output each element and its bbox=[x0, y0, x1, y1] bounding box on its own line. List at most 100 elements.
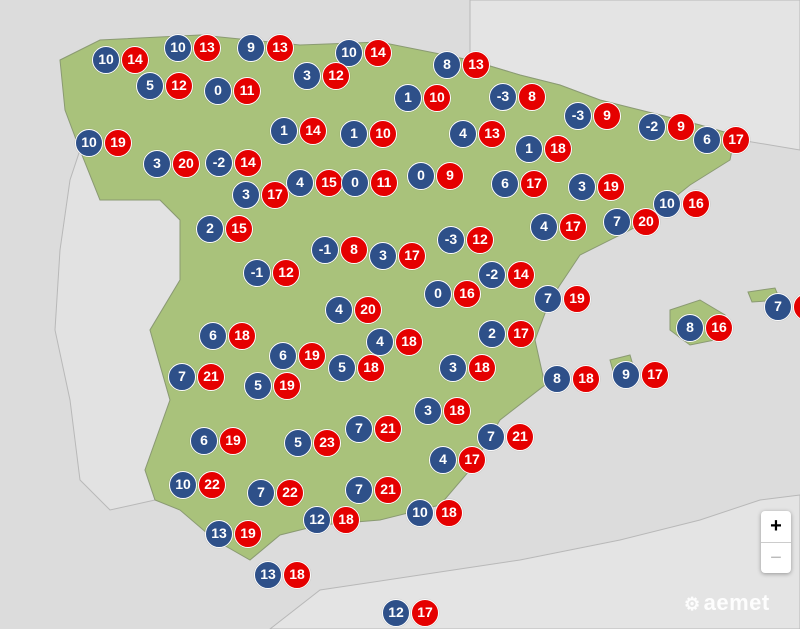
min-temp-badge[interactable]: 3 bbox=[568, 173, 596, 201]
max-temp-badge[interactable]: 9 bbox=[667, 113, 695, 141]
min-temp-badge[interactable]: 8 bbox=[543, 365, 571, 393]
max-temp-badge[interactable]: 15 bbox=[315, 169, 343, 197]
max-temp-badge[interactable]: 21 bbox=[506, 423, 534, 451]
zoom-out-button[interactable]: − bbox=[761, 542, 791, 574]
min-temp-badge[interactable]: 1 bbox=[394, 84, 422, 112]
min-temp-badge[interactable]: 5 bbox=[244, 372, 272, 400]
min-temp-badge[interactable]: 10 bbox=[75, 129, 103, 157]
max-temp-badge[interactable]: 17 bbox=[559, 213, 587, 241]
max-temp-badge[interactable]: 21 bbox=[374, 415, 402, 443]
max-temp-badge[interactable]: 22 bbox=[276, 479, 304, 507]
min-temp-badge[interactable]: 1 bbox=[270, 117, 298, 145]
min-temp-badge[interactable]: 4 bbox=[286, 169, 314, 197]
max-temp-badge[interactable]: 18 bbox=[332, 506, 360, 534]
min-temp-badge[interactable]: -1 bbox=[311, 236, 339, 264]
max-temp-badge[interactable]: 20 bbox=[632, 208, 660, 236]
min-temp-badge[interactable]: 3 bbox=[143, 150, 171, 178]
max-temp-badge[interactable]: 13 bbox=[193, 34, 221, 62]
max-temp-badge[interactable]: 13 bbox=[266, 34, 294, 62]
max-temp-badge[interactable]: 20 bbox=[354, 296, 382, 324]
min-temp-badge[interactable]: 10 bbox=[406, 499, 434, 527]
min-temp-badge[interactable]: 0 bbox=[341, 169, 369, 197]
min-temp-badge[interactable]: 5 bbox=[284, 429, 312, 457]
min-temp-badge[interactable]: 6 bbox=[491, 170, 519, 198]
min-temp-badge[interactable]: 6 bbox=[199, 322, 227, 350]
min-temp-badge[interactable]: -2 bbox=[205, 149, 233, 177]
min-temp-badge[interactable]: 8 bbox=[676, 314, 704, 342]
max-temp-badge[interactable]: 9 bbox=[593, 102, 621, 130]
min-temp-badge[interactable]: 13 bbox=[254, 561, 282, 589]
min-temp-badge[interactable]: 3 bbox=[439, 354, 467, 382]
min-temp-badge[interactable]: 9 bbox=[237, 34, 265, 62]
min-temp-badge[interactable]: 7 bbox=[345, 476, 373, 504]
min-temp-badge[interactable]: 7 bbox=[247, 479, 275, 507]
min-temp-badge[interactable]: -1 bbox=[243, 259, 271, 287]
max-temp-badge[interactable]: 9 bbox=[436, 162, 464, 190]
min-temp-badge[interactable]: 10 bbox=[92, 46, 120, 74]
max-temp-badge[interactable]: 13 bbox=[478, 120, 506, 148]
min-temp-badge[interactable]: 6 bbox=[190, 427, 218, 455]
max-temp-badge[interactable]: 20 bbox=[172, 150, 200, 178]
min-temp-badge[interactable]: -2 bbox=[478, 261, 506, 289]
max-temp-badge[interactable]: 19 bbox=[597, 173, 625, 201]
min-temp-badge[interactable]: 0 bbox=[204, 77, 232, 105]
max-temp-badge[interactable]: 18 bbox=[468, 354, 496, 382]
min-temp-badge[interactable]: 3 bbox=[414, 397, 442, 425]
min-temp-badge[interactable]: 7 bbox=[168, 363, 196, 391]
max-temp-badge[interactable]: 14 bbox=[299, 117, 327, 145]
min-temp-badge[interactable]: 4 bbox=[449, 120, 477, 148]
max-temp-badge[interactable]: 11 bbox=[370, 169, 398, 197]
max-temp-badge[interactable]: 14 bbox=[507, 261, 535, 289]
min-temp-badge[interactable]: 10 bbox=[169, 471, 197, 499]
max-temp-badge[interactable]: 18 bbox=[283, 561, 311, 589]
max-temp-badge[interactable]: 14 bbox=[234, 149, 262, 177]
min-temp-badge[interactable]: 4 bbox=[325, 296, 353, 324]
min-temp-badge[interactable]: 6 bbox=[693, 126, 721, 154]
min-temp-badge[interactable]: 13 bbox=[205, 520, 233, 548]
max-temp-badge[interactable]: 17 bbox=[722, 126, 750, 154]
max-temp-badge[interactable]: 12 bbox=[466, 226, 494, 254]
max-temp-badge[interactable]: 18 bbox=[395, 328, 423, 356]
max-temp-badge[interactable]: 17 bbox=[458, 446, 486, 474]
max-temp-badge[interactable]: 19 bbox=[234, 520, 262, 548]
min-temp-badge[interactable]: 12 bbox=[382, 599, 410, 627]
min-temp-badge[interactable]: 3 bbox=[232, 181, 260, 209]
max-temp-badge[interactable]: 18 bbox=[544, 135, 572, 163]
min-temp-badge[interactable]: -3 bbox=[437, 226, 465, 254]
max-temp-badge[interactable]: 23 bbox=[313, 429, 341, 457]
min-temp-badge[interactable]: 12 bbox=[303, 506, 331, 534]
min-temp-badge[interactable]: 0 bbox=[424, 280, 452, 308]
min-temp-badge[interactable]: 2 bbox=[196, 215, 224, 243]
min-temp-badge[interactable]: 1 bbox=[340, 120, 368, 148]
min-temp-badge[interactable]: 7 bbox=[345, 415, 373, 443]
max-temp-badge[interactable]: 15 bbox=[225, 215, 253, 243]
min-temp-badge[interactable]: 7 bbox=[764, 293, 792, 321]
max-temp-badge[interactable]: 21 bbox=[197, 363, 225, 391]
min-temp-badge[interactable]: 5 bbox=[136, 72, 164, 100]
max-temp-badge[interactable]: 12 bbox=[165, 72, 193, 100]
max-temp-badge[interactable]: 10 bbox=[369, 120, 397, 148]
max-temp-badge[interactable]: 19 bbox=[104, 129, 132, 157]
min-temp-badge[interactable]: 0 bbox=[407, 162, 435, 190]
min-temp-badge[interactable]: 8 bbox=[433, 51, 461, 79]
max-temp-badge[interactable]: 19 bbox=[273, 372, 301, 400]
min-temp-badge[interactable]: 4 bbox=[366, 328, 394, 356]
max-temp-badge[interactable]: 11 bbox=[233, 77, 261, 105]
min-temp-badge[interactable]: 1 bbox=[515, 135, 543, 163]
max-temp-badge[interactable]: 10 bbox=[423, 84, 451, 112]
max-temp-badge[interactable]: 16 bbox=[453, 280, 481, 308]
min-temp-badge[interactable]: 7 bbox=[603, 208, 631, 236]
min-temp-badge[interactable]: 3 bbox=[369, 242, 397, 270]
max-temp-badge[interactable]: 16 bbox=[682, 190, 710, 218]
max-temp-badge[interactable]: 17 bbox=[261, 181, 289, 209]
min-temp-badge[interactable]: -3 bbox=[489, 83, 517, 111]
max-temp-badge[interactable]: 22 bbox=[198, 471, 226, 499]
min-temp-badge[interactable]: 7 bbox=[534, 285, 562, 313]
max-temp-badge[interactable]: 19 bbox=[563, 285, 591, 313]
max-temp-badge[interactable]: 12 bbox=[322, 62, 350, 90]
min-temp-badge[interactable]: 4 bbox=[530, 213, 558, 241]
min-temp-badge[interactable]: 6 bbox=[269, 342, 297, 370]
max-temp-badge[interactable]: 18 bbox=[572, 365, 600, 393]
max-temp-badge[interactable]: 19 bbox=[219, 427, 247, 455]
min-temp-badge[interactable]: 5 bbox=[328, 354, 356, 382]
